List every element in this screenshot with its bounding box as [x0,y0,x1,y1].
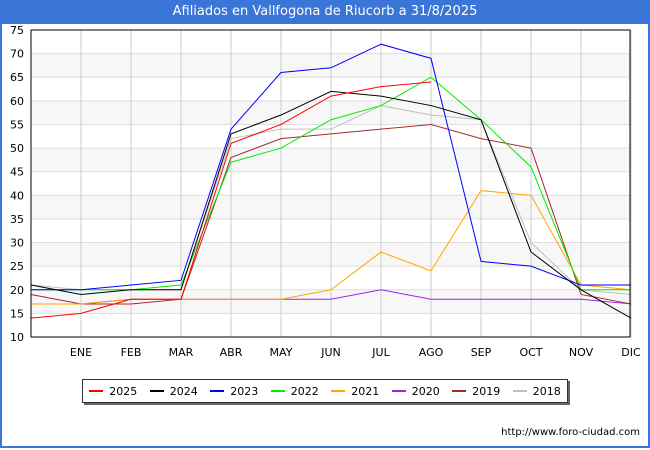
legend-label: 2018 [532,384,561,398]
legend-swatch [331,390,346,392]
x-tick-label: DIC [621,346,641,359]
legend-swatch [391,390,406,392]
y-tick-label: 15 [10,307,24,320]
legend-swatch [149,390,164,392]
legend-item-2020: 2020 [391,384,440,398]
x-tick-label: ENE [70,346,92,359]
y-tick-label: 45 [10,166,24,179]
y-tick-label: 75 [10,24,24,37]
x-tick-label: AGO [419,346,444,359]
legend-item-2022: 2022 [270,384,319,398]
legend: 2025 2024 2023 2022 2021 2020 2019 2018 [82,379,568,403]
legend-item-2018: 2018 [512,384,561,398]
x-tick-label: JUL [371,346,390,359]
legend-swatch [89,390,104,392]
legend-label: 2022 [290,384,319,398]
legend-label: 2025 [109,384,138,398]
legend-item-2023: 2023 [210,385,258,398]
y-tick-label: 30 [10,237,24,250]
x-tick-label: JUN [320,346,341,359]
legend-label: 2023 [230,384,259,398]
legend-item-2021: 2021 [331,385,379,398]
y-tick-label: 25 [10,260,24,273]
plot-border [30,29,631,338]
y-tick-label: 60 [10,95,24,108]
legend-swatch [452,390,467,392]
series-line-2024 [30,90,632,319]
x-tick-label: NOV [569,346,594,359]
x-tick-label: FEB [121,346,142,359]
y-tick-label: 65 [10,71,24,84]
legend-swatch [270,390,285,392]
chart-title: Afiliados en Vallfogona de Riucorb a 31/… [0,0,650,24]
legend-label: 2020 [411,384,440,398]
legend-label: 2019 [472,384,501,398]
series-line-2019 [30,123,632,305]
legend-label: 2024 [169,384,198,398]
y-tick-label: 40 [10,189,24,202]
legend-item-2019: 2019 [452,385,500,398]
series-line-2023 [31,43,631,291]
x-tick-label: MAY [270,346,293,359]
legend-swatch [512,390,527,392]
legend-label: 2021 [351,384,380,398]
y-tick-label: 35 [10,213,24,226]
legend-item-2024: 2024 [149,384,198,398]
y-tick-label: 55 [10,118,24,131]
y-tick-label: 20 [10,284,24,297]
legend-item-2025: 2025 [89,385,137,398]
x-tick-label: ABR [220,346,243,359]
x-tick-label: SEP [471,346,492,359]
x-tick-label: OCT [519,346,542,359]
source-url: http://www.foro-ciudad.com [501,427,640,438]
y-tick-label: 50 [10,142,24,155]
y-tick-label: 70 [10,48,24,61]
series-line-2025 [30,81,432,319]
x-tick-label: MAR [169,346,194,359]
legend-swatch [210,390,225,392]
y-tick-label: 10 [10,331,24,344]
